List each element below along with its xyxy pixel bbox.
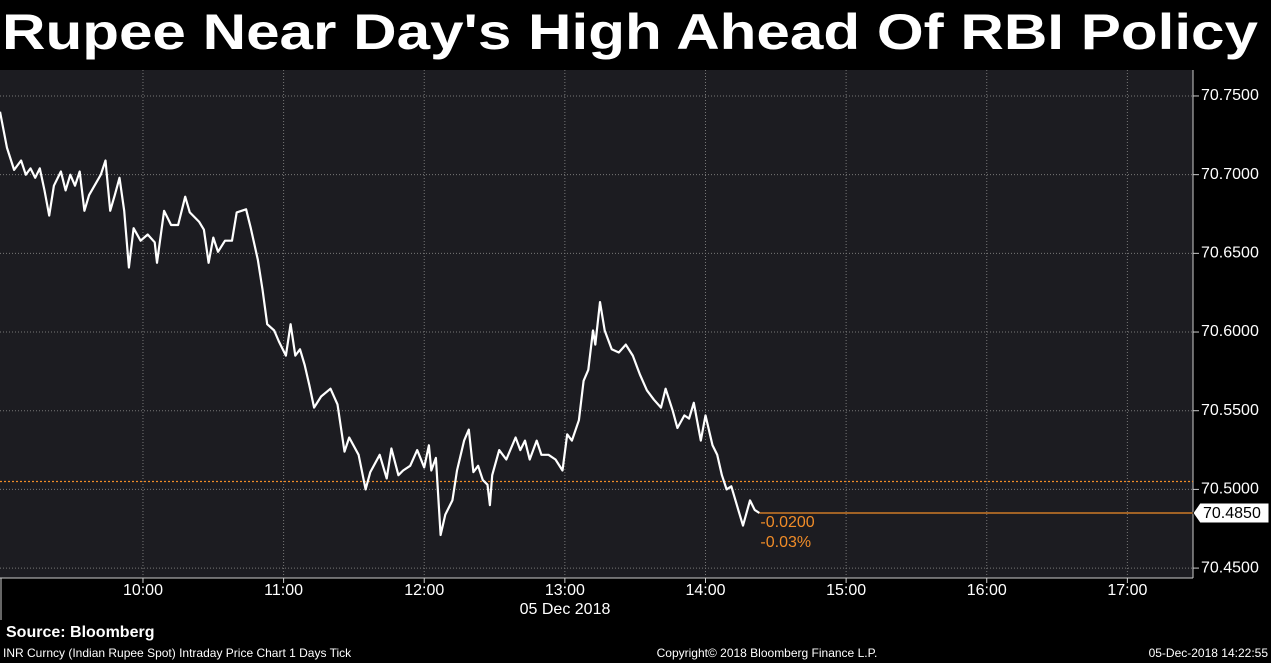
x-tick-label: 12:00 (404, 582, 444, 599)
y-tick-label: 70.5500 (1201, 402, 1259, 419)
y-tick-label: 70.7500 (1201, 87, 1259, 104)
x-tick-label: 17:00 (1107, 582, 1147, 599)
x-tick-label: 13:00 (545, 582, 585, 599)
x-tick-label: 10:00 (123, 582, 163, 599)
x-tick-label: 15:00 (826, 582, 866, 599)
source: Source: Bloomberg (6, 624, 154, 641)
footer-right: 05-Dec-2018 14:22:55 (1149, 646, 1269, 660)
x-axis-label: 05 Dec 2018 (520, 601, 611, 618)
y-tick-label: 70.6000 (1201, 323, 1259, 340)
last-value-box (1192, 502, 1270, 524)
y-tick-label: 70.5000 (1201, 481, 1259, 498)
chart-title: Rupee Near Day's High Ahead Of RBI Polic… (2, 4, 1258, 60)
y-tick-label: 70.7000 (1201, 166, 1259, 183)
footer-left: INR Curncy (Indian Rupee Spot) Intraday … (3, 646, 352, 660)
last-value-label: 70.4850 (1203, 505, 1261, 522)
x-tick-label: 14:00 (685, 582, 725, 599)
x-tick-label: 16:00 (967, 582, 1007, 599)
y-tick-label: 70.6500 (1201, 245, 1259, 262)
change-annotation: -0.03% (760, 534, 811, 551)
x-tick-label: 11:00 (264, 582, 303, 599)
footer-center: Copyright© 2018 Bloomberg Finance L.P. (657, 646, 878, 660)
price-line (0, 111, 761, 537)
y-tick-label: 70.4500 (1201, 559, 1259, 576)
change-annotation: -0.0200 (760, 514, 814, 531)
